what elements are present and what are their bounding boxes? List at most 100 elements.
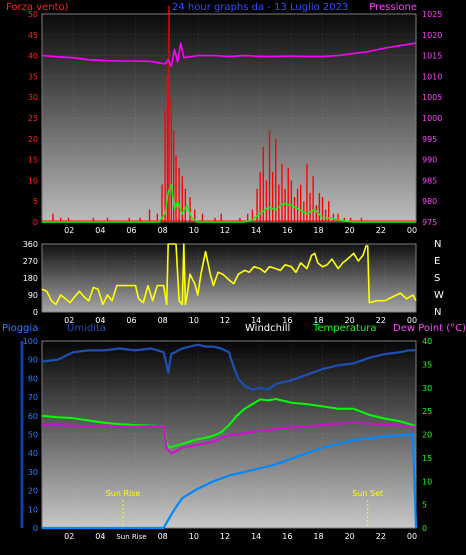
y2-tick-label-right: 1010 bbox=[422, 72, 442, 81]
x-tick-label: 08 bbox=[158, 532, 168, 541]
y-tick-label-left: 0 bbox=[33, 524, 38, 533]
plot-area-1 bbox=[41, 13, 417, 223]
y-tick-label-left: 80 bbox=[28, 374, 38, 383]
x-tick-label: 14 bbox=[251, 532, 261, 541]
chart-title: 24 hour graphs da - 13 Luglio 2023 bbox=[172, 2, 348, 13]
x-tick-label: 08 bbox=[158, 226, 168, 235]
y-tick-label-left: 100 bbox=[23, 337, 38, 346]
x-tick-label: 04 bbox=[95, 316, 105, 325]
y-tick-label-left: 45 bbox=[28, 31, 38, 40]
wind-axis-label: Forza vento) bbox=[6, 2, 69, 13]
x-tick-label: 20 bbox=[345, 532, 355, 541]
x-tick-label: 00 bbox=[407, 532, 417, 541]
y2-tick-label-right: 995 bbox=[422, 135, 437, 144]
y2-tick-label-right: 30 bbox=[422, 384, 432, 393]
y2-tick-label-compass: W bbox=[434, 290, 444, 301]
y-tick-label-left: 15 bbox=[28, 156, 38, 165]
y2-tick-label-compass: N bbox=[434, 239, 441, 250]
x-tick-label: 02 bbox=[64, 316, 74, 325]
legend-dewpoint: Dew Point (°C) bbox=[393, 323, 466, 334]
x-tick-label: 14 bbox=[251, 316, 261, 325]
x-tick-label: 14 bbox=[251, 226, 261, 235]
x-tick-label: 20 bbox=[345, 316, 355, 325]
y2-tick-label-right: 1005 bbox=[422, 93, 442, 102]
y-tick-label-left: 270 bbox=[23, 257, 38, 266]
y2-tick-label-right: 35 bbox=[422, 360, 432, 369]
x-tick-label: 06 bbox=[126, 316, 136, 325]
y-tick-label-left: 40 bbox=[28, 449, 38, 458]
y2-tick-label-right: 985 bbox=[422, 176, 437, 185]
x-tick-label: 04 bbox=[95, 226, 105, 235]
y2-tick-label-right: 1000 bbox=[422, 114, 442, 123]
y-tick-label-left: 180 bbox=[23, 274, 38, 283]
legend-rain: Pioggia bbox=[2, 323, 38, 334]
y-tick-label-left: 40 bbox=[28, 52, 38, 61]
y2-tick-label-right: 20 bbox=[422, 431, 432, 440]
y2-tick-label-compass: N bbox=[434, 307, 441, 318]
x-tick-label: 00 bbox=[407, 316, 417, 325]
y2-tick-label-right: 980 bbox=[422, 197, 437, 206]
wind-direction-line bbox=[41, 243, 417, 306]
y2-tick-label-compass: E bbox=[434, 256, 440, 267]
y-tick-label-left: 90 bbox=[28, 356, 38, 365]
y-tick-label-left: 10 bbox=[28, 176, 38, 185]
x-tick-label: 22 bbox=[376, 532, 386, 541]
x-tick-label: 02 bbox=[64, 532, 74, 541]
x-tick-label: 12 bbox=[220, 532, 230, 541]
sun-marker-label: Sun Set bbox=[352, 489, 383, 498]
y2-tick-label-right: 10 bbox=[422, 477, 432, 486]
y2-tick-label-right: 40 bbox=[422, 337, 432, 346]
y2-tick-label-right: 15 bbox=[422, 454, 432, 463]
y-tick-label-left: 90 bbox=[28, 291, 38, 300]
x-tick-label: 18 bbox=[313, 316, 323, 325]
y-tick-label-left: 50 bbox=[28, 431, 38, 440]
legend-windchill: Windchill bbox=[245, 323, 290, 334]
x-tick-label: 06 bbox=[126, 226, 136, 235]
y2-tick-label-right: 0 bbox=[422, 524, 427, 533]
pressure-line bbox=[41, 42, 417, 67]
x-tick-label: Sun Rise bbox=[116, 533, 146, 541]
y2-tick-label-right: 1015 bbox=[422, 52, 442, 61]
wind-average-line bbox=[42, 183, 416, 223]
y-tick-label-left: 5 bbox=[33, 197, 38, 206]
y-tick-label-left: 25 bbox=[28, 114, 38, 123]
y-tick-label-left: 50 bbox=[28, 10, 38, 19]
y-tick-label-left: 0 bbox=[33, 308, 38, 317]
y-tick-label-left: 30 bbox=[28, 93, 38, 102]
y-tick-label-left: 60 bbox=[28, 412, 38, 421]
x-tick-label: 02 bbox=[64, 226, 74, 235]
y2-tick-label-right: 1025 bbox=[422, 10, 442, 19]
y2-tick-label-right: 975 bbox=[422, 218, 437, 227]
y-tick-label-left: 10 bbox=[28, 505, 38, 514]
y2-tick-label-compass: S bbox=[434, 273, 440, 284]
x-tick-label: 20 bbox=[345, 226, 355, 235]
x-tick-label: 16 bbox=[282, 532, 292, 541]
y-tick-label-left: 20 bbox=[28, 135, 38, 144]
x-tick-label: 18 bbox=[313, 226, 323, 235]
y-tick-label-left: 70 bbox=[28, 393, 38, 402]
x-tick-label: 10 bbox=[189, 226, 199, 235]
x-tick-label: 22 bbox=[376, 316, 386, 325]
x-tick-label: 16 bbox=[282, 226, 292, 235]
x-tick-label: 00 bbox=[407, 226, 417, 235]
x-tick-label: 22 bbox=[376, 226, 386, 235]
pressure-axis-label: Pressione bbox=[369, 2, 417, 13]
y-tick-label-left: 20 bbox=[28, 487, 38, 496]
dewpoint-line bbox=[42, 421, 417, 455]
x-tick-label: 12 bbox=[220, 226, 230, 235]
y-tick-label-left: 360 bbox=[23, 240, 38, 249]
x-tick-label: 10 bbox=[189, 532, 199, 541]
legend-temperature: Temperatura bbox=[312, 323, 377, 334]
temperature-line bbox=[41, 398, 417, 449]
y2-tick-label-right: 25 bbox=[422, 407, 432, 416]
x-tick-label: 18 bbox=[313, 532, 323, 541]
sun-marker-label: Sun Rise bbox=[106, 489, 141, 498]
x-tick-label: 16 bbox=[282, 316, 292, 325]
x-tick-label: 04 bbox=[95, 532, 105, 541]
x-tick-label: 12 bbox=[220, 316, 230, 325]
y-tick-label-left: 30 bbox=[28, 468, 38, 477]
humidity-line bbox=[41, 343, 416, 391]
legend-humidity: Umidita bbox=[67, 323, 106, 334]
